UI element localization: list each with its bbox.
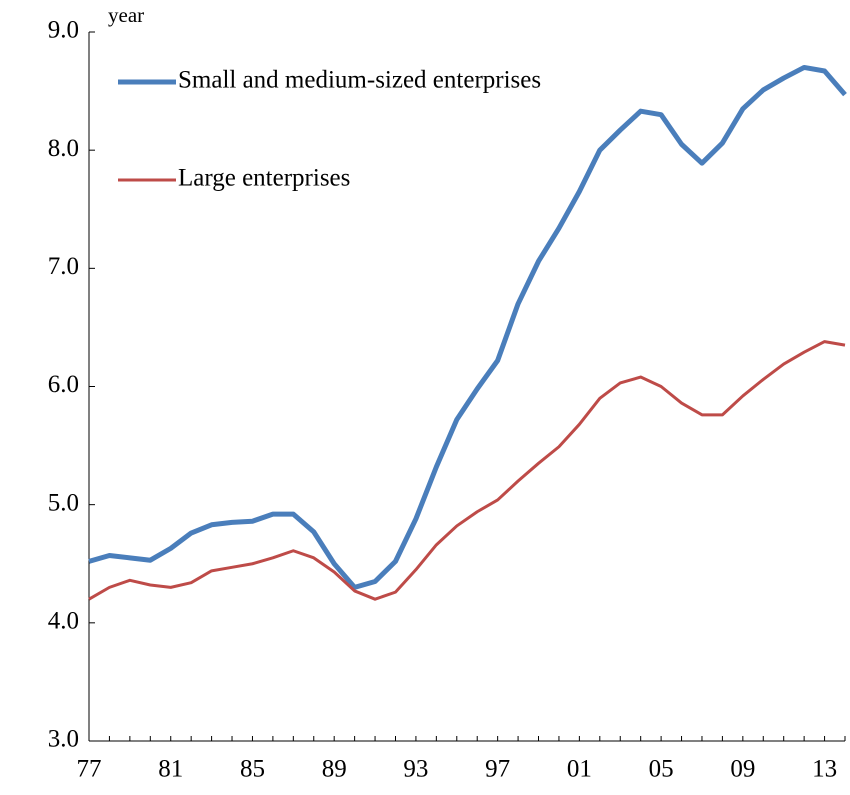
y-tick-label: 4.0 [48,608,79,635]
x-tick-label: 89 [322,756,347,783]
y-tick-label: 6.0 [48,371,79,398]
y-tick-label: 7.0 [48,253,79,280]
x-tick-label: 01 [567,756,592,783]
x-tick-label: 97 [485,756,510,783]
legend-label: Large enterprises [178,165,350,192]
x-tick-label: 81 [158,756,183,783]
series-line [88,340,846,601]
y-tick-label: 3.0 [48,726,79,753]
x-tick-label: 05 [649,756,674,783]
y-tick-label: 8.0 [48,135,79,162]
x-tick-label: 93 [403,756,428,783]
x-tick-label: 77 [77,756,102,783]
x-tick-label: 13 [812,756,837,783]
x-tick-label: 09 [730,756,755,783]
legend-label: Small and medium-sized enterprises [178,67,541,94]
x-tick-label: 85 [240,756,265,783]
series-line [88,64,847,590]
y-axis-label: year [108,3,144,27]
y-tick-label: 5.0 [48,489,79,516]
y-tick-label: 9.0 [48,17,79,44]
